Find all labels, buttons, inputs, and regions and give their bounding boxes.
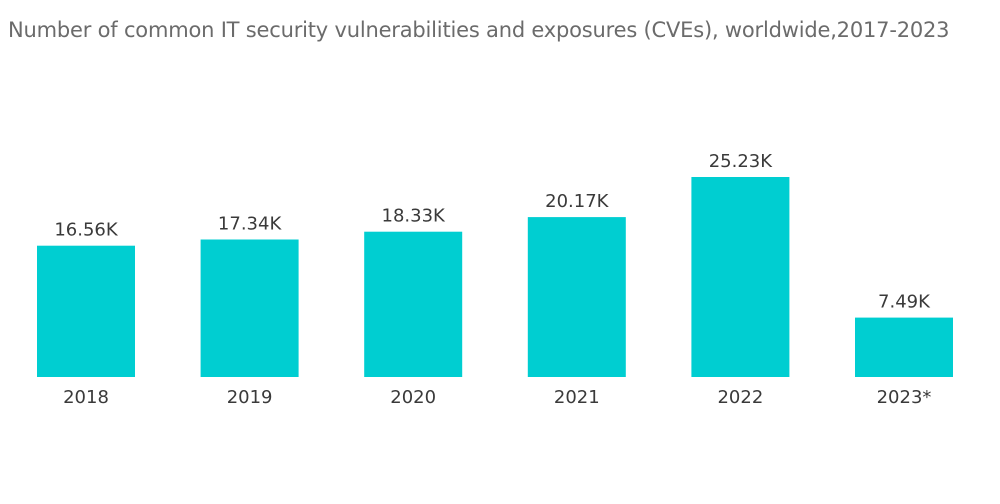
bars-group <box>37 177 953 377</box>
bar-value-label-2023: 7.49K <box>878 292 931 313</box>
x-tick-label-2018: 2018 <box>63 387 109 408</box>
bar-2019 <box>200 239 299 377</box>
bar-value-label-2022: 25.23K <box>709 151 774 172</box>
bar-value-labels-group: 16.56K 17.34K 18.33K 20.17K 25.23K 7.49K <box>54 151 931 313</box>
bar-value-label-2021: 20.17K <box>545 191 610 212</box>
x-tick-label-2020: 2020 <box>390 387 436 408</box>
bar-2021 <box>527 217 626 377</box>
x-tick-label-2022: 2022 <box>717 387 763 408</box>
x-tick-labels-group: 2018 2019 2020 2021 2022 2023* <box>63 387 931 408</box>
bar-2018 <box>37 245 135 377</box>
bar-2020 <box>364 231 463 377</box>
bar-value-label-2019: 17.34K <box>218 214 283 235</box>
x-tick-label-2023: 2023* <box>877 387 932 408</box>
chart-title: Number of common IT security vulnerabili… <box>8 18 950 42</box>
x-tick-label-2019: 2019 <box>227 387 273 408</box>
x-tick-label-2021: 2021 <box>554 387 600 408</box>
bar-value-label-2020: 18.33K <box>382 206 447 227</box>
bar-value-label-2018: 16.56K <box>54 220 119 241</box>
bar-2022 <box>691 177 790 377</box>
bar-2023 <box>855 317 953 377</box>
